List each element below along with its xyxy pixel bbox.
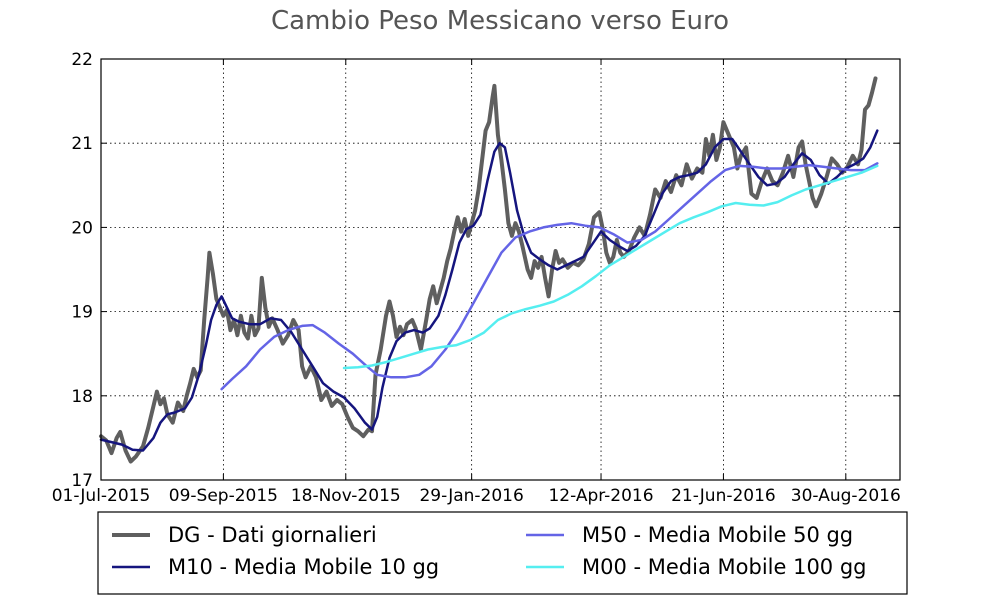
series-line-2	[220, 162, 879, 391]
y-tick-label: 17	[71, 471, 93, 491]
legend-label: M00 - Media Mobile 100 gg	[582, 555, 867, 579]
x-tick-label: 01-Jul-2015	[52, 486, 151, 506]
y-tick-label: 20	[71, 218, 93, 238]
x-tick-label: 21-Jun-2016	[671, 486, 776, 506]
legend: DG - Dati giornalieri M10 - Media Mobile …	[97, 511, 908, 595]
series-line-3	[342, 164, 879, 370]
plot-area	[100, 58, 901, 481]
x-tick-label: 30-Aug-2016	[791, 486, 901, 506]
y-tick-label: 19	[71, 303, 93, 323]
legend-label: M50 - Media Mobile 50 gg	[582, 523, 853, 547]
legend-box	[97, 511, 908, 595]
x-tick-label: 09-Sep-2015	[169, 486, 278, 506]
axes: 17 18 19 20 21 22 01-Jul-2015 09-Sep-2015 18-Nov…	[52, 50, 901, 506]
x-tick-label: 18-Nov-2015	[291, 486, 401, 506]
y-tick-label: 18	[71, 387, 93, 407]
x-tick-label: 29-Jan-2016	[419, 486, 523, 506]
y-tick-label: 22	[71, 50, 93, 70]
legend-label: M10 - Media Mobile 10 gg	[168, 555, 439, 579]
grid-lines	[101, 59, 900, 480]
plot-lines	[99, 76, 879, 464]
chart-title: Cambio Peso Messicano verso Euro	[271, 6, 729, 36]
series-line-0	[99, 76, 878, 464]
series-line-1	[99, 129, 879, 452]
legend-label: DG - Dati giornalieri	[168, 523, 377, 547]
y-tick-label: 21	[71, 134, 93, 154]
x-tick-label: 12-Apr-2016	[548, 486, 653, 506]
